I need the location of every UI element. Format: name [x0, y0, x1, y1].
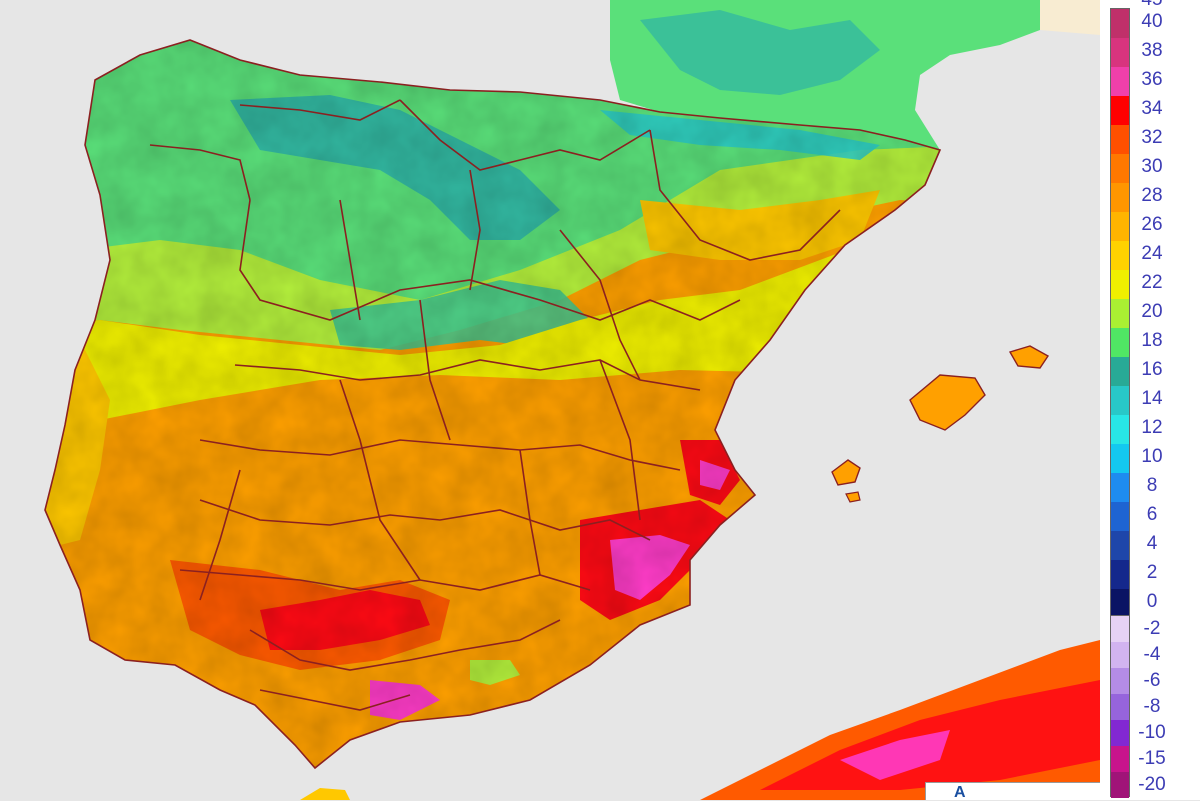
- legend-swatch: [1111, 668, 1129, 694]
- mallorca: [909, 374, 986, 431]
- legend-tick-label: 32: [1141, 127, 1163, 148]
- legend-swatch: [1111, 212, 1129, 241]
- logo-mark-icon: A: [954, 784, 966, 801]
- formentera: [845, 491, 861, 503]
- legend-swatch: [1111, 38, 1129, 67]
- legend-tick-label: 4: [1146, 533, 1158, 554]
- legend-tick-label: -20: [1138, 774, 1166, 795]
- legend-swatch: [1111, 502, 1129, 531]
- legend-swatch: [1111, 154, 1129, 183]
- legend-swatch: [1111, 694, 1129, 720]
- legend-tick-label: 28: [1141, 185, 1163, 206]
- legend-swatch: [1111, 415, 1129, 444]
- ibiza: [831, 459, 861, 486]
- legend-tick-label: 14: [1141, 388, 1163, 409]
- legend-swatch: [1111, 270, 1129, 299]
- legend-tick-label: 38: [1141, 40, 1163, 61]
- legend-tick-label: -6: [1143, 670, 1161, 691]
- legend-swatch: [1111, 720, 1129, 746]
- legend-swatch: [1111, 473, 1129, 502]
- temperature-legend: [1100, 0, 1200, 800]
- menorca: [1008, 345, 1050, 369]
- legend-tick-label: 10: [1141, 446, 1163, 467]
- legend-tick-label: 0: [1146, 591, 1158, 612]
- legend-swatch: [1111, 589, 1129, 618]
- legend-tick-label: 26: [1141, 214, 1163, 235]
- france-east: [1040, 0, 1100, 35]
- legend-swatch: [1111, 125, 1129, 154]
- legend-tick-label: -8: [1143, 696, 1161, 717]
- legend-swatch: [1111, 357, 1129, 386]
- legend-swatch: [1111, 560, 1129, 589]
- legend-swatch: [1111, 299, 1129, 328]
- legend-swatch: [1111, 386, 1129, 415]
- legend-tick-label: 34: [1141, 98, 1163, 119]
- legend-tick-label: 6: [1146, 504, 1158, 525]
- legend-tick-label: 16: [1141, 359, 1163, 380]
- legend-swatch: [1111, 183, 1129, 212]
- france-highland: [640, 10, 880, 95]
- legend-swatch: [1111, 642, 1129, 668]
- legend-tick-label: 12: [1141, 417, 1163, 438]
- legend-swatch: [1111, 531, 1129, 560]
- legend-tick-label: 45: [1141, 0, 1162, 10]
- legend-tick-label: 2: [1146, 562, 1158, 583]
- region-borders: [44, 39, 942, 770]
- legend-tick-label: -2: [1143, 618, 1161, 639]
- legend-swatch: [1111, 67, 1129, 96]
- legend-tick-label: -15: [1138, 748, 1166, 769]
- iberia-temperature-map: [44, 0, 1100, 800]
- legend-tick-label: -10: [1138, 722, 1166, 743]
- legend-tick-label: 30: [1141, 156, 1163, 177]
- legend-tick-label: 18: [1141, 330, 1163, 351]
- legend-swatch: [1111, 616, 1129, 642]
- positive-scale-bar: [1110, 8, 1130, 618]
- legend-swatch: [1111, 328, 1129, 357]
- legend-tick-label: 36: [1141, 69, 1163, 90]
- legend-tick-label: 22: [1141, 272, 1163, 293]
- legend-tick-label: 20: [1141, 301, 1163, 322]
- legend-swatch: [1111, 241, 1129, 270]
- legend-tick-label: -4: [1143, 644, 1161, 665]
- legend-swatch: [1111, 96, 1129, 125]
- legend-tick-label: 24: [1141, 243, 1163, 264]
- north-africa-hottest: [840, 730, 950, 780]
- aemet-logo: A: [925, 782, 1100, 801]
- ceuta-land: [300, 788, 350, 800]
- legend-tick-label: 8: [1146, 475, 1158, 496]
- legend-swatch: [1111, 772, 1129, 798]
- negative-scale-bar: [1110, 615, 1130, 798]
- legend-swatch: [1111, 9, 1129, 38]
- legend-swatch: [1111, 746, 1129, 772]
- legend-tick-label: 40: [1141, 11, 1163, 32]
- legend-swatch: [1111, 444, 1129, 473]
